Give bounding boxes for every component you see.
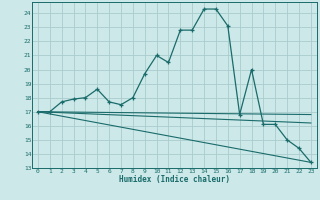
X-axis label: Humidex (Indice chaleur): Humidex (Indice chaleur) (119, 175, 230, 184)
